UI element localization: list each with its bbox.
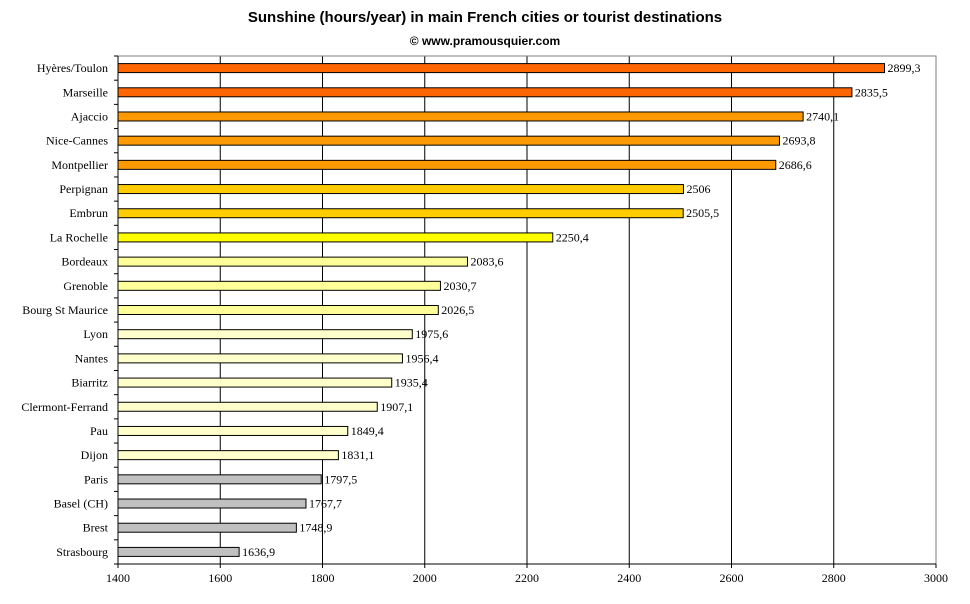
bar (117, 329, 413, 340)
x-tick-label: 1600 (208, 571, 232, 585)
category-label: Ajaccio (71, 109, 108, 123)
bar (117, 159, 777, 170)
category-label: Strasbourg (56, 545, 108, 559)
category-label: La Rochelle (50, 230, 108, 244)
data-label: 1831,1 (341, 448, 374, 462)
category-label: Hyères/Toulon (37, 61, 108, 75)
bar (117, 111, 804, 122)
category-label: Nantes (75, 351, 109, 365)
bar (117, 280, 441, 291)
x-tick-label: 1800 (311, 571, 335, 585)
category-label: Embrun (69, 206, 108, 220)
bar (117, 498, 307, 509)
data-label: 2835,5 (855, 85, 888, 99)
data-label: 1767,7 (309, 497, 342, 511)
data-label: 2083,6 (470, 255, 503, 269)
x-tick-label: 2800 (822, 571, 846, 585)
chart-title: Sunshine (hours/year) in main French cit… (247, 9, 723, 26)
bar (117, 135, 780, 146)
chart-subtitle: © www.pramousquier.com (409, 34, 561, 48)
category-label: Biarritz (71, 376, 108, 390)
bar (117, 450, 339, 461)
data-label: 1797,5 (324, 472, 357, 486)
x-tick-label: 2200 (515, 571, 539, 585)
category-label: Grenoble (63, 279, 108, 293)
data-label: 1849,4 (351, 424, 384, 438)
category-label: Brest (83, 521, 109, 535)
category-label: Montpellier (51, 158, 108, 172)
category-label: Dijon (81, 448, 108, 462)
data-label: 1748,9 (299, 521, 332, 535)
category-label: Perpignan (59, 182, 108, 196)
data-label: 2250,4 (556, 230, 589, 244)
data-label: 2505,5 (686, 206, 719, 220)
bar (117, 474, 322, 485)
bar (117, 401, 378, 412)
bar (117, 256, 468, 267)
x-tick-label: 1400 (106, 571, 130, 585)
bar (117, 425, 349, 436)
data-label: 1956,4 (405, 351, 438, 365)
category-label: Paris (84, 472, 108, 486)
category-label: Nice-Cannes (46, 134, 108, 148)
data-label: 2030,7 (443, 279, 476, 293)
bar (117, 377, 393, 388)
data-label: 2899,3 (888, 61, 921, 75)
data-label: 2693,8 (782, 134, 815, 148)
data-label: 2686,6 (779, 158, 812, 172)
data-label: 2740,1 (806, 109, 839, 123)
category-label: Pau (90, 424, 108, 438)
bar (117, 522, 297, 533)
data-label: 1975,6 (415, 327, 448, 341)
category-label: Lyon (83, 327, 108, 341)
data-label: 1636,9 (242, 545, 275, 559)
bar (117, 305, 439, 315)
data-label: 1935,4 (395, 376, 428, 390)
data-label: 1907,1 (380, 400, 413, 414)
bar (117, 184, 684, 195)
category-label: Bourg St Maurice (22, 303, 108, 317)
x-tick-label: 2400 (617, 571, 641, 585)
category-label: Clermont-Ferrand (21, 400, 108, 414)
x-tick-label: 2000 (413, 571, 437, 585)
data-label: 2506 (686, 182, 710, 196)
bar (117, 232, 554, 243)
category-label: Basel (CH) (54, 497, 108, 511)
x-tick-label: 3000 (924, 571, 948, 585)
bar (117, 353, 403, 364)
bar (117, 63, 886, 74)
bar (117, 546, 240, 557)
category-label: Bordeaux (61, 255, 108, 269)
bar (117, 208, 684, 219)
category-label: Marseille (63, 85, 108, 99)
x-tick-label: 2600 (720, 571, 744, 585)
data-label: 2026,5 (441, 303, 474, 317)
bar (117, 87, 853, 98)
